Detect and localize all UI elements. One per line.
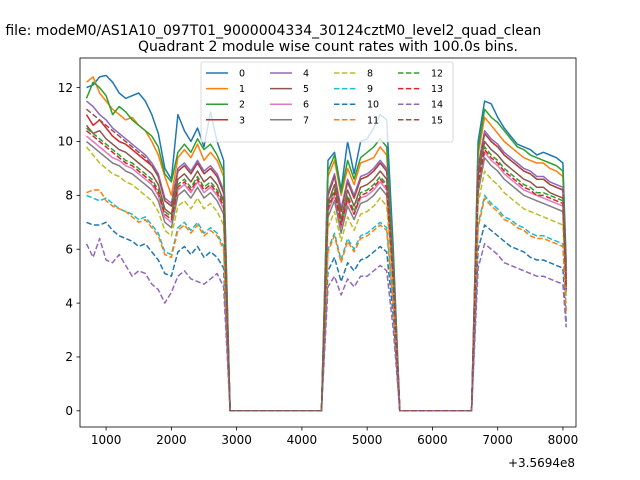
series-line-5 [85,124,567,412]
legend-label-9: 9 [367,84,373,95]
legend-label-14: 14 [431,100,443,111]
x-tick-label: 3000 [221,433,252,447]
x-tick-label: 6000 [417,433,448,447]
series-line-15 [86,108,567,412]
y-tick-label: 2 [65,350,73,364]
legend-label-12: 12 [431,69,443,80]
y-tick-label: 4 [65,296,73,310]
legend-label-4: 4 [303,69,309,80]
series-line-2 [85,81,567,412]
legend-label-11: 11 [367,115,379,126]
legend-label-5: 5 [303,84,309,95]
plot-area: 1000 2000 3000 4000 5000 6000 7000 800002468101… [58,57,579,447]
y-tick-label: 6 [65,242,73,256]
chart-title: Quadrant 2 module wise count rates with … [138,39,518,55]
legend-label-3: 3 [239,115,245,126]
series-line-9 [86,194,567,412]
legend-label-7: 7 [303,115,309,126]
series-line-14 [85,237,567,412]
series-line-7 [86,140,567,412]
y-tick-label: 10 [58,135,73,149]
x-tick-label: 2000 [156,433,187,447]
y-tick-label: 0 [65,404,73,418]
series-line-13 [86,130,567,412]
y-tick-label: 12 [58,81,73,95]
legend-label-6: 6 [303,100,309,111]
series-line-10 [86,221,567,412]
x-tick-label: 7000 [482,433,513,447]
x-tick-label: 4000 [287,433,318,447]
x-tick-label: 8000 [548,433,579,447]
legend-label-0: 0 [239,69,245,80]
x-offset-label: +3.5694e8 [508,456,575,470]
legend-box [200,61,454,143]
axes-frame [79,57,577,428]
legend-label-10: 10 [367,100,379,111]
legend-label-13: 13 [431,84,443,95]
legend-label-2: 2 [239,100,245,111]
x-tick-label: 5000 [352,433,383,447]
series-line-11 [86,189,567,412]
figure-suptitle: n file: modeM0/AS1A10_097T01_9000004334_… [0,23,541,39]
legend-label-1: 1 [239,84,245,95]
y-tick-label: 8 [65,189,73,203]
series-line-8 [85,146,567,412]
series-line-6 [86,135,567,412]
legend-label-8: 8 [367,69,373,80]
x-tick-label: 1000 [91,433,122,447]
legend-label-15: 15 [431,115,443,126]
